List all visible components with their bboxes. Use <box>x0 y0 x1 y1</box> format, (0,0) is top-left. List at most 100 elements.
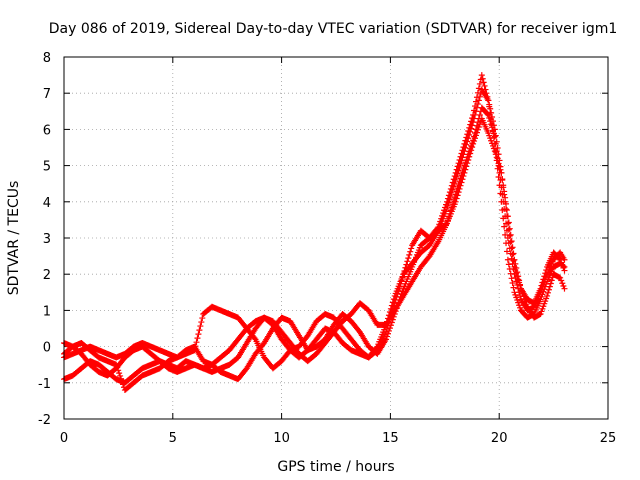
data-point <box>443 220 450 227</box>
data-point <box>402 264 409 271</box>
data-point <box>454 185 461 192</box>
data-point <box>490 130 497 137</box>
data-point <box>512 274 519 281</box>
data-point <box>476 111 483 118</box>
data-point <box>499 191 506 198</box>
data-point <box>467 145 474 152</box>
data-point <box>544 292 551 299</box>
data-point <box>459 147 466 154</box>
data-point <box>464 131 471 138</box>
data-point <box>406 251 413 258</box>
data-point <box>486 115 493 122</box>
data-point <box>468 142 475 149</box>
data-point <box>495 162 502 169</box>
data-point <box>475 115 482 122</box>
data-point <box>452 169 459 176</box>
data-point <box>445 192 452 199</box>
data-point <box>517 292 524 299</box>
data-point <box>503 220 510 227</box>
data-point <box>438 215 445 222</box>
data-point <box>493 148 500 155</box>
data-point <box>476 80 483 87</box>
data-point <box>194 335 201 342</box>
data-point <box>475 97 482 104</box>
data-point <box>118 375 125 382</box>
y-tick-label: 7 <box>43 87 51 102</box>
data-point <box>456 156 463 163</box>
data-point <box>447 185 454 192</box>
data-point <box>470 111 477 118</box>
data-point <box>481 82 488 89</box>
data-point <box>475 85 482 92</box>
x-tick-label: 15 <box>382 431 399 446</box>
data-point <box>400 271 407 278</box>
y-tick-label: 1 <box>43 304 51 319</box>
x-axis-label: GPS time / hours <box>277 459 394 475</box>
data-point <box>405 255 412 262</box>
data-point <box>498 184 505 191</box>
data-point <box>450 197 457 204</box>
data-point <box>484 110 491 117</box>
data-point <box>448 182 455 189</box>
data-point <box>396 284 403 291</box>
data-point <box>467 121 474 128</box>
data-point <box>394 290 401 297</box>
data-point <box>462 137 469 144</box>
data-point <box>510 284 517 291</box>
data-point <box>548 277 555 284</box>
data-point <box>119 378 126 385</box>
data-point <box>494 145 501 152</box>
data-point <box>496 169 503 176</box>
data-point <box>509 260 516 267</box>
data-point <box>440 210 447 217</box>
data-point <box>500 198 507 205</box>
data-point <box>404 258 411 265</box>
data-point <box>446 189 453 196</box>
data-point <box>447 207 454 214</box>
data-point <box>505 219 512 226</box>
data-point <box>511 256 518 263</box>
data-point <box>505 240 512 247</box>
data-point <box>492 140 499 147</box>
data-point <box>497 177 504 184</box>
data-point <box>461 140 468 147</box>
data-point <box>458 150 465 157</box>
data-point <box>485 97 492 104</box>
data-point <box>116 370 123 377</box>
data-point <box>480 79 487 86</box>
data-point <box>466 148 473 155</box>
data-point <box>473 94 480 101</box>
data-point <box>513 278 520 285</box>
data-point <box>407 248 414 255</box>
data-point <box>451 173 458 180</box>
data-point <box>457 153 464 160</box>
data-point <box>392 296 399 303</box>
data-point <box>501 206 508 213</box>
x-tick-label: 25 <box>600 431 617 446</box>
data-point <box>472 103 479 110</box>
data-point <box>460 144 467 151</box>
y-tick-label: 0 <box>43 341 51 356</box>
data-point <box>453 188 460 195</box>
data-point <box>557 274 564 281</box>
data-point <box>478 72 485 79</box>
data-point <box>114 364 121 371</box>
data-point <box>456 178 463 185</box>
data-point <box>514 282 521 289</box>
data-point <box>474 119 481 126</box>
data-point <box>489 127 496 134</box>
data-point <box>508 255 515 262</box>
data-point <box>446 210 453 217</box>
data-point <box>474 89 481 96</box>
data-point <box>455 181 462 188</box>
data-point <box>458 172 465 179</box>
data-point <box>452 191 459 198</box>
y-tick-label: 4 <box>43 196 51 211</box>
data-point <box>451 194 458 201</box>
data-point <box>408 245 415 252</box>
y-axis-label: SDTVAR / TECUs <box>6 181 22 296</box>
data-point <box>489 124 496 131</box>
data-point <box>196 327 203 334</box>
data-point <box>461 162 468 169</box>
